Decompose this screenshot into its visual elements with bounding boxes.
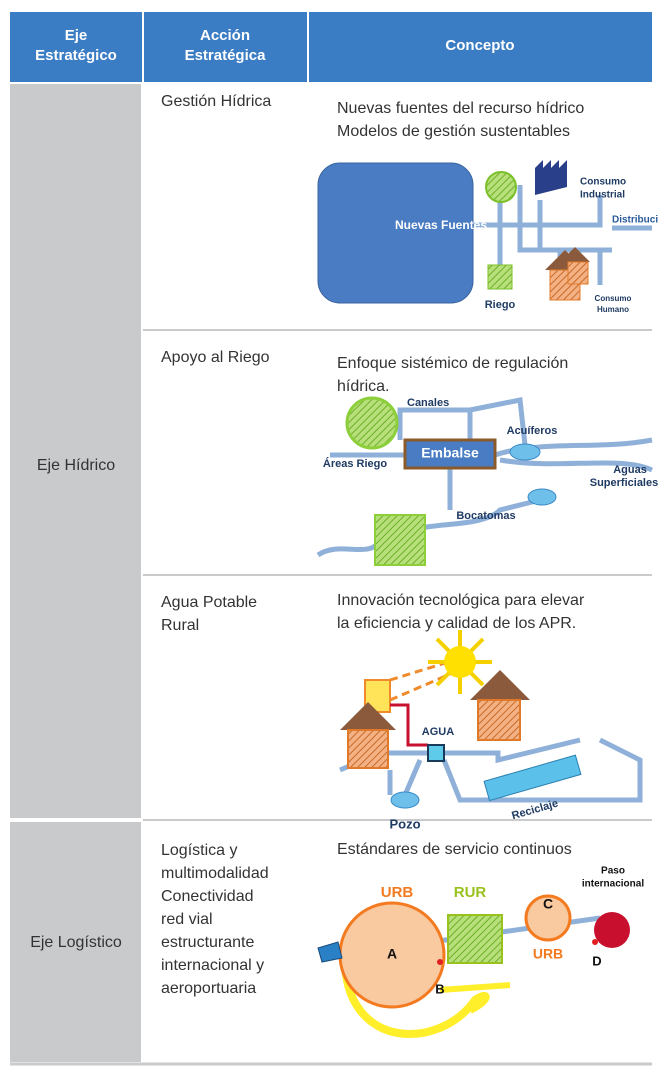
- axis-label: Eje Logístico: [30, 934, 122, 951]
- action-text: red vial: [161, 911, 213, 928]
- action-text: Logística y: [161, 842, 237, 859]
- diagram-label: Canales: [407, 397, 449, 409]
- diagram-label: Áreas Riego: [323, 457, 387, 470]
- diagram-label: URB: [381, 884, 414, 901]
- diagram-label: Nuevas Fuentes: [395, 218, 487, 232]
- diagram-rural-water: [339, 630, 643, 809]
- diagram-label: C: [543, 896, 553, 912]
- diagram-label: D: [592, 953, 601, 968]
- action-text: aeroportuaria: [161, 980, 256, 997]
- action-text: Gestión Hídrica: [161, 93, 271, 110]
- axis-cell: [10, 822, 141, 1062]
- concept-text: Innovación tecnológica para elevar: [337, 592, 585, 609]
- action-text: Conectividad: [161, 888, 254, 905]
- header-cell: Estratégico: [35, 47, 117, 64]
- diagram-irrigation: [316, 396, 654, 566]
- action-text: estructurante: [161, 934, 254, 951]
- diagram-label: Riego: [485, 299, 516, 311]
- header-cell: Eje: [65, 27, 88, 44]
- action-text: internacional y: [161, 957, 264, 974]
- diagram-label: Humano: [597, 305, 629, 314]
- axis-cell: [10, 84, 141, 818]
- diagram-label: Industrial: [580, 190, 625, 201]
- diagram-label: A: [387, 946, 397, 962]
- diagram-label: Superficiales: [590, 477, 658, 489]
- diagram-label: internacional: [582, 879, 644, 890]
- diagram-label: Pozo: [389, 816, 420, 831]
- concept-text: hídrica.: [337, 378, 389, 395]
- concept-text: Modelos de gestión sustentables: [337, 123, 570, 140]
- header-bar: [10, 12, 652, 82]
- axis-label: Eje Hídrico: [37, 457, 115, 474]
- diagram-logistics: [317, 894, 630, 1038]
- header-cell: Concepto: [445, 37, 514, 54]
- diagram-label: RUR: [454, 884, 487, 901]
- header-cell: Acción: [200, 27, 250, 44]
- header-cell: Estratégica: [185, 47, 267, 64]
- diagram-label: URB: [533, 946, 563, 962]
- diagram-label: Aguas: [613, 464, 647, 476]
- concept-text: Enfoque sistémico de regulación: [337, 355, 568, 372]
- diagram-sources: [317, 160, 652, 304]
- diagram-label: Acuíferos: [507, 425, 558, 437]
- concept-text: la eficiencia y calidad de los APR.: [337, 615, 576, 632]
- concept-text: Nuevas fuentes del recurso hídrico: [337, 100, 584, 117]
- diagram-label: Consumo: [595, 294, 632, 303]
- diagram-label: Bocatomas: [456, 510, 515, 522]
- action-text: multimodalidad: [161, 865, 269, 882]
- action-text: Rural: [161, 617, 199, 634]
- diagram-label: Distribuci: [612, 215, 658, 226]
- diagram-label: B: [435, 981, 444, 996]
- diagram-label: Consumo: [580, 177, 626, 188]
- concept-text: Estándares de servicio continuos: [337, 841, 572, 858]
- diagram-label: Embalse: [421, 445, 479, 461]
- diagram-label: AGUA: [422, 726, 454, 738]
- action-text: Agua Potable: [161, 594, 257, 611]
- action-text: Apoyo al Riego: [161, 349, 270, 366]
- diagram-label: Paso: [601, 866, 625, 877]
